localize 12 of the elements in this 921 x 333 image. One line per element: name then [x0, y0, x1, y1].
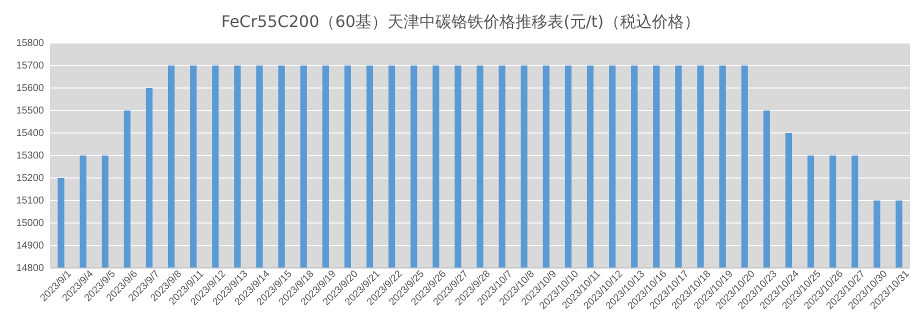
y-tick-label: 15800	[16, 38, 44, 50]
y-tick-label: 15400	[16, 128, 44, 140]
y-tick-label: 15300	[16, 150, 44, 162]
y-tick-label: 15100	[16, 196, 44, 207]
y-tick-label: 15000	[16, 218, 44, 230]
y-tick-label: 14800	[16, 263, 44, 274]
y-tick-label: 14900	[16, 240, 44, 252]
y-tick-label: 15200	[16, 173, 44, 184]
y-tick-label: 15700	[16, 60, 44, 72]
y-tick-label: 15600	[16, 83, 44, 94]
y-tick-label: 15500	[16, 106, 44, 117]
chart-title: FeCr55C200（60基）天津中碳铬铁价格推移表(元/t)（税込价格）	[221, 12, 700, 31]
